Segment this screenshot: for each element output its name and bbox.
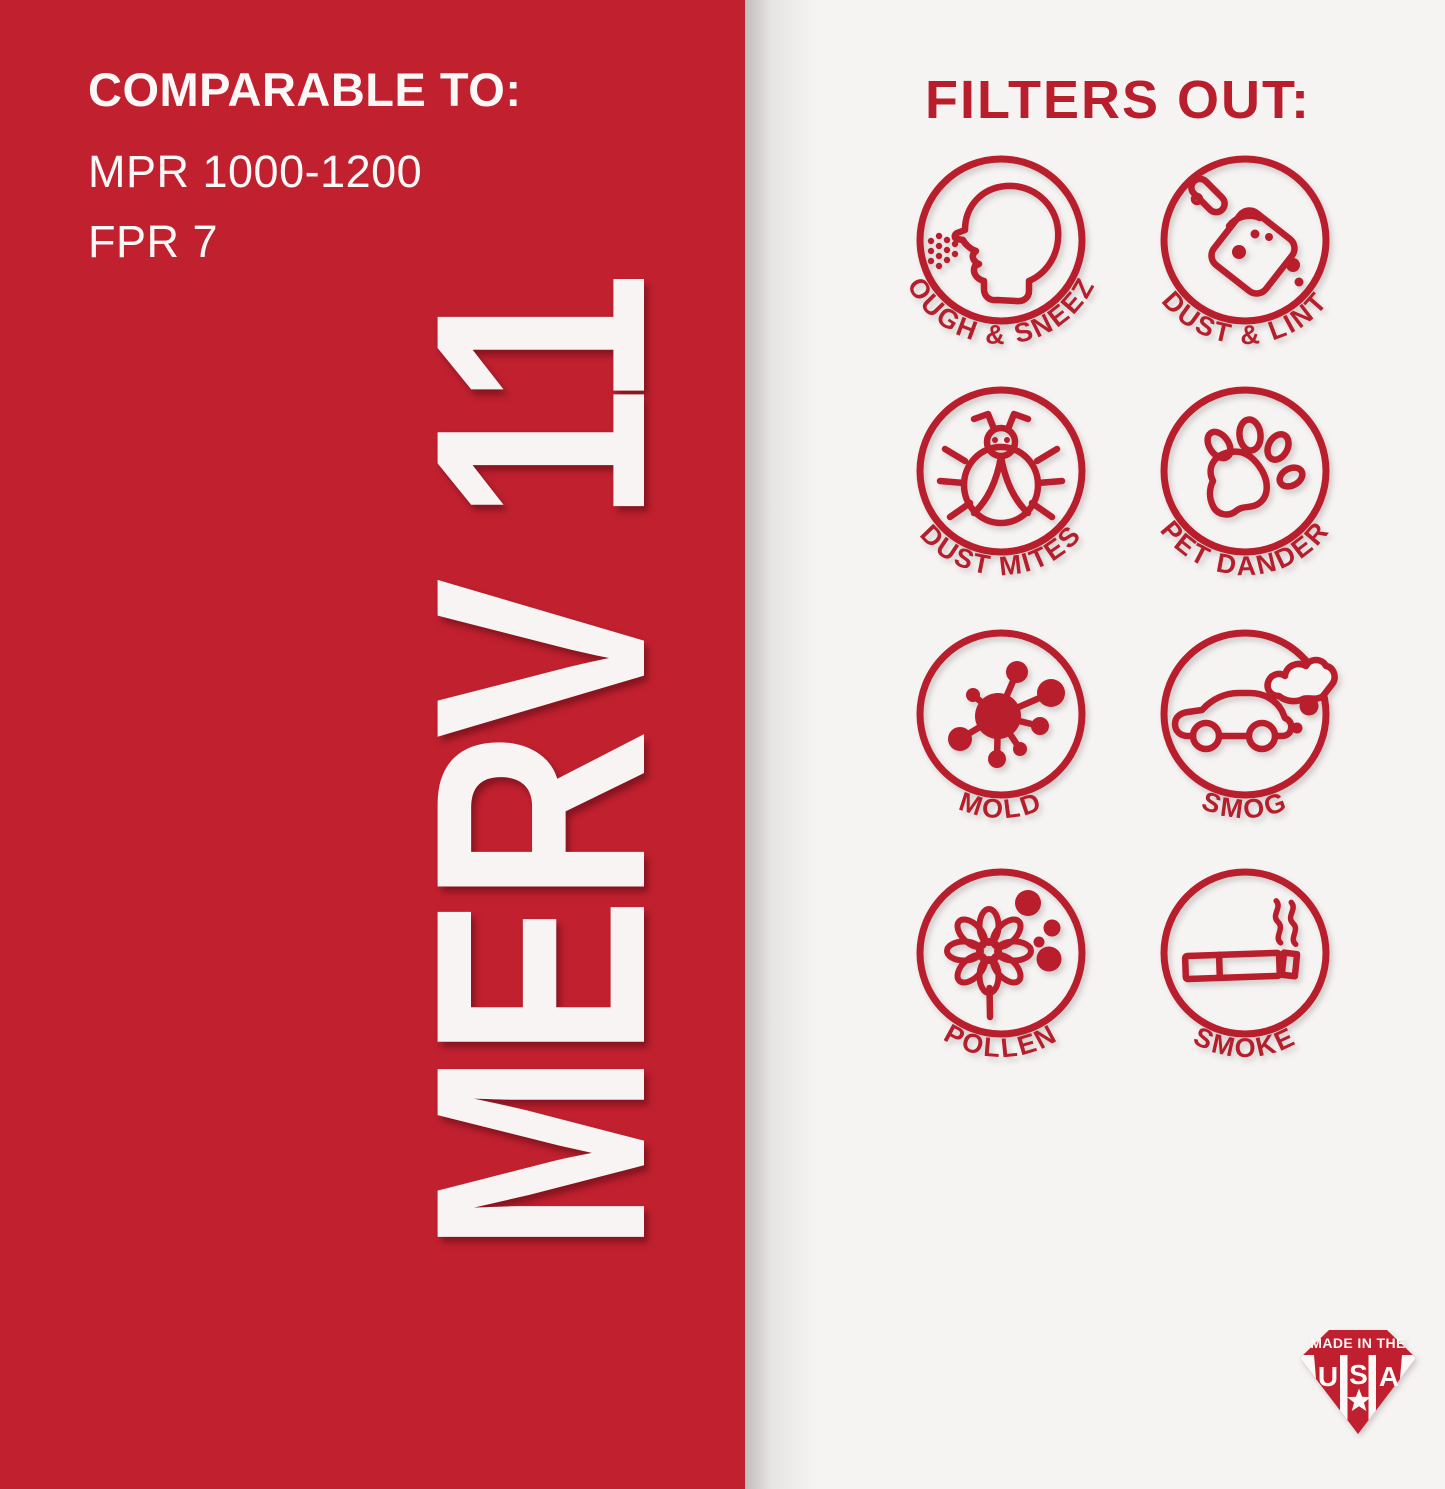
badge-right-notch [1398, 1355, 1416, 1402]
dust-mite-icon: DUST MITES [914, 386, 1086, 582]
filters-out-heading: FILTERS OUT: [925, 70, 1311, 130]
mold-spore-icon: MOLD [916, 629, 1086, 825]
paw-print-icon: PET DANDER [1155, 386, 1336, 581]
flower-glyph [944, 890, 1062, 1021]
icon-label: SMOKE [1189, 1021, 1301, 1063]
head-profile-glyph [927, 182, 1062, 305]
car-cloud-glyph [1171, 656, 1338, 753]
badge-letter-s: S [1349, 1359, 1368, 1390]
circle-ring [916, 868, 1086, 1038]
dustpan-glyph [1188, 175, 1304, 297]
cigarette-glyph [1181, 898, 1301, 983]
comparable-line-mpr: MPR 1000-1200 [88, 146, 423, 197]
badge-letter-u: U [1318, 1361, 1338, 1392]
red-panel [0, 0, 745, 1489]
circle-ring [1160, 155, 1330, 325]
comparable-heading: COMPARABLE TO: [88, 63, 522, 116]
circle-ring [1160, 386, 1330, 556]
cigarette-smoke-icon: SMOKE [1160, 868, 1330, 1063]
car-smog-icon: SMOG [1160, 629, 1338, 825]
merv-rating-vertical-text: MERV 11 [372, 277, 708, 1253]
badge-left-notch [1300, 1355, 1318, 1402]
pollen-dots [1015, 890, 1062, 972]
icon-label: POLLEN [939, 1018, 1063, 1063]
circle-ring [916, 155, 1086, 325]
pollen-flower-icon: POLLEN [916, 868, 1086, 1063]
circle-ring [916, 386, 1086, 556]
paw-glyph [1204, 416, 1306, 518]
spore-glyph [948, 661, 1065, 768]
dustpan-icon: DUST & LINT [1156, 155, 1331, 350]
cough-sneeze-icon: COUGH & SNEEZE [880, 119, 1099, 350]
comparable-line-fpr: FPR 7 [88, 216, 219, 267]
made-in-usa-badge: MADE IN THE U S A [1300, 1330, 1416, 1434]
mite-bug-glyph [936, 410, 1066, 527]
sneeze-spray-dots [927, 232, 959, 270]
circle-ring [1160, 629, 1330, 799]
dust-dots [1232, 229, 1304, 287]
panel-divider-shadow [745, 0, 817, 1489]
icon-label: PET DANDER [1155, 515, 1336, 581]
circle-ring [916, 629, 1086, 799]
badge-letter-a: A [1379, 1361, 1399, 1392]
icon-label: COUGH & SNEEZE [880, 119, 1101, 350]
badge-star [1347, 1388, 1371, 1412]
comparable-block: COMPARABLE TO: MPR 1000-1200 FPR 7 [88, 62, 521, 277]
circle-ring [1160, 868, 1330, 1038]
badge-top-text: MADE IN THE [1310, 1335, 1405, 1351]
